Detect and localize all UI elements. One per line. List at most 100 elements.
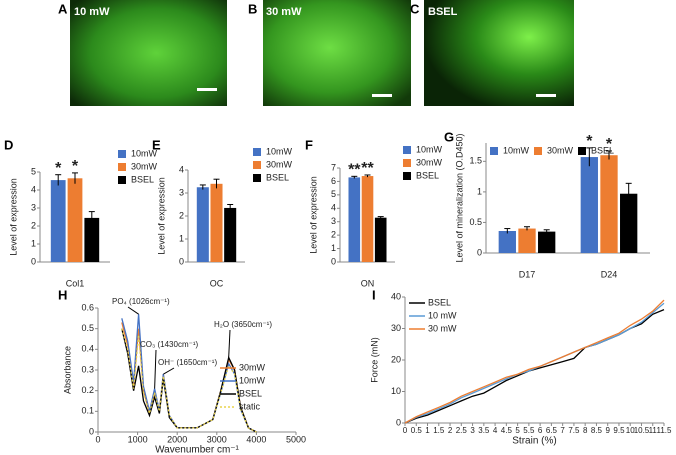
x-tick-label: 10.5 bbox=[634, 426, 650, 435]
bar bbox=[67, 178, 83, 262]
bar bbox=[538, 231, 556, 253]
y-tick-label: 7 bbox=[331, 162, 336, 172]
legend-label: 30mW bbox=[239, 362, 266, 372]
legend-swatch bbox=[118, 163, 126, 171]
y-tick-label: 0.5 bbox=[469, 217, 482, 227]
bar bbox=[224, 207, 237, 262]
panel-letter: E bbox=[152, 137, 161, 152]
x-tick-label: 4 bbox=[493, 426, 498, 435]
panel-letter: H bbox=[58, 287, 67, 302]
bar bbox=[361, 176, 374, 262]
x-tick-label: 6.5 bbox=[546, 426, 558, 435]
y-axis-label: Level of mineralization (O.D450) bbox=[454, 133, 464, 262]
annotation: CO₃ (1430cm⁻¹) bbox=[140, 340, 198, 349]
y-tick-label: 0 bbox=[396, 417, 401, 427]
y-axis-label: Level of expression bbox=[8, 178, 18, 256]
legend-swatch bbox=[534, 147, 542, 155]
y-tick-label: 1.5 bbox=[469, 156, 482, 166]
image bbox=[263, 0, 411, 106]
legend-label: 30 mW bbox=[428, 323, 457, 333]
bar bbox=[374, 217, 387, 262]
x-tick-label: 1 bbox=[425, 426, 430, 435]
annotation-arrow bbox=[228, 329, 231, 358]
x-tick-label: 3000 bbox=[207, 434, 227, 444]
y-axis-label: Force (mN) bbox=[369, 337, 379, 383]
annotation-arrow bbox=[154, 349, 157, 389]
y-tick-label: 4 bbox=[179, 164, 184, 174]
series-line bbox=[121, 328, 257, 433]
panel-letter: A bbox=[58, 1, 68, 16]
y-tick-label: 5 bbox=[331, 189, 336, 199]
y-tick-label: 5 bbox=[31, 166, 36, 176]
bar bbox=[600, 155, 618, 253]
significance-label: ** bbox=[348, 162, 361, 179]
legend-label: static bbox=[239, 401, 261, 411]
microscopy-images: A 10 mW B 30 mW C BSEL bbox=[58, 0, 574, 106]
x-tick-label: 5 bbox=[515, 426, 520, 435]
bar bbox=[580, 157, 598, 253]
legend-label: 10 mW bbox=[428, 310, 457, 320]
image-label: BSEL bbox=[428, 6, 458, 18]
x-tick-label: 9.5 bbox=[613, 426, 625, 435]
y-tick-label: 0 bbox=[331, 256, 336, 266]
x-tick-label: 5000 bbox=[286, 434, 306, 444]
significance-label: ** bbox=[361, 160, 374, 177]
legend-label: 10mW bbox=[239, 375, 266, 385]
legend-label: BSEL bbox=[131, 174, 154, 184]
x-tick-label: OC bbox=[210, 278, 224, 288]
y-tick-label: 2 bbox=[179, 210, 184, 220]
x-tick-label: 0 bbox=[403, 426, 408, 435]
legend-label: BSEL bbox=[239, 388, 262, 398]
y-tick-label: 3 bbox=[31, 202, 36, 212]
legend-swatch bbox=[253, 174, 261, 182]
panel-letter: D bbox=[4, 137, 13, 152]
legend-swatch bbox=[403, 146, 411, 154]
series-line bbox=[404, 299, 665, 424]
significance-label: * bbox=[55, 160, 62, 177]
significance-label: * bbox=[606, 136, 613, 153]
significance-label: * bbox=[586, 133, 593, 150]
x-tick-label: D24 bbox=[601, 269, 618, 279]
y-tick-label: 2 bbox=[31, 220, 36, 230]
y-tick-label: 20 bbox=[391, 354, 401, 364]
bar bbox=[50, 180, 66, 262]
x-tick-label: 8 bbox=[583, 426, 588, 435]
x-tick-label: 1000 bbox=[128, 434, 148, 444]
x-tick-label: 8.5 bbox=[591, 426, 603, 435]
annotation-arrow bbox=[127, 306, 139, 315]
scale-bar bbox=[197, 88, 217, 91]
y-tick-label: 0 bbox=[31, 256, 36, 266]
x-tick-label: 7.5 bbox=[568, 426, 580, 435]
y-tick-label: 0.4 bbox=[81, 344, 94, 354]
legend-swatch bbox=[118, 150, 126, 158]
bar bbox=[348, 177, 361, 262]
x-axis-label: Wavenumber cm⁻¹ bbox=[155, 445, 239, 455]
y-axis-label: Absorbance bbox=[62, 346, 72, 394]
y-tick-label: 0.6 bbox=[81, 302, 94, 312]
x-tick-label: 0 bbox=[95, 434, 100, 444]
image-label: 10 mW bbox=[74, 6, 110, 18]
legend-label: 10mW bbox=[503, 145, 530, 155]
y-tick-label: 0.2 bbox=[81, 385, 94, 395]
legend-label: 30mW bbox=[131, 161, 158, 171]
y-tick-label: 1 bbox=[477, 186, 482, 196]
y-tick-label: 0 bbox=[179, 256, 184, 266]
y-axis-label: Level of expression bbox=[156, 177, 166, 255]
bar bbox=[84, 217, 100, 262]
x-tick-label: 2 bbox=[448, 426, 453, 435]
legend-label: 10mW bbox=[416, 144, 443, 154]
panel-letter: I bbox=[372, 287, 376, 302]
legend-swatch bbox=[490, 147, 498, 155]
x-tick-label: ON bbox=[361, 278, 375, 288]
bar bbox=[498, 231, 516, 253]
x-tick-label: 4000 bbox=[246, 434, 266, 444]
x-tick-label: 6 bbox=[538, 426, 543, 435]
y-tick-label: 3 bbox=[179, 187, 184, 197]
legend-swatch bbox=[578, 147, 586, 155]
image bbox=[424, 0, 574, 106]
x-tick-label: 3.5 bbox=[478, 426, 490, 435]
y-tick-label: 4 bbox=[331, 203, 336, 213]
legend-label: BSEL bbox=[428, 297, 451, 307]
bar bbox=[518, 228, 536, 253]
x-tick-label: 11.5 bbox=[657, 426, 673, 435]
